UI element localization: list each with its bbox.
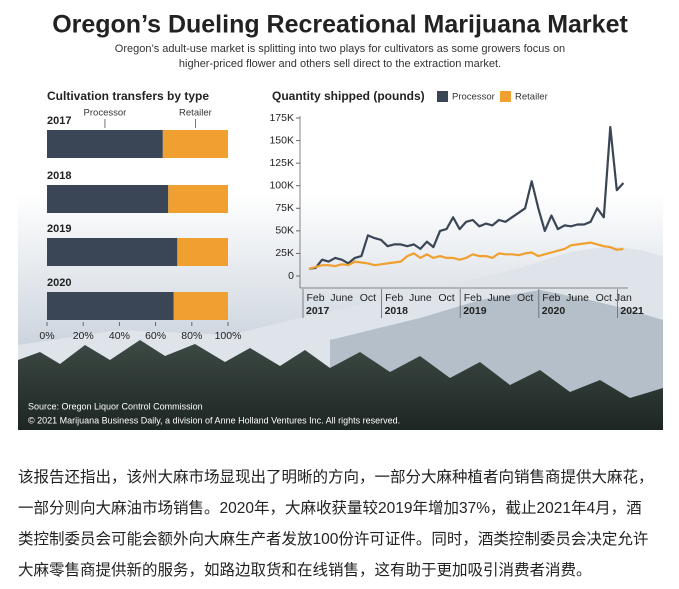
bar-segment: [168, 185, 228, 213]
bar-segment: [162, 130, 228, 158]
article: 该报告还指出，该州大麻市场显现出了明晰的方向，一部分大麻种植者向销售商提供大麻花…: [18, 462, 668, 586]
x-tick-label: Oct: [596, 292, 612, 304]
x-tick-label: Feb: [307, 292, 325, 304]
paragraph-line: 类控制委员会可能会额外向大麻生产者发放100份许可证件。同时，酒类控制委员会决定…: [18, 531, 649, 548]
subtitle: Oregon’s adult-use market is splitting i…: [115, 43, 565, 55]
title: Oregon’s Dueling Recreational Marijuana …: [52, 11, 628, 39]
year-label: 2017: [306, 305, 330, 317]
category-label: 2020: [47, 277, 71, 289]
chart-title: Quantity shipped (pounds): [272, 89, 425, 103]
x-tick-label: June: [566, 292, 589, 304]
y-tick-label: 75K: [275, 202, 294, 214]
y-tick-label: 25K: [275, 247, 294, 259]
legend-swatch: [437, 91, 448, 102]
bar-segment: [47, 185, 169, 213]
legend-label: Processor: [84, 108, 127, 119]
line-series: [308, 241, 624, 270]
x-tick-label: June: [409, 292, 432, 304]
paragraph-line: 该报告还指出，该州大麻市场显现出了明晰的方向，一部分大麻种植者向销售商提供大麻花…: [18, 469, 654, 486]
y-tick-label: 50K: [275, 225, 294, 237]
bar-segment: [173, 292, 228, 320]
x-tick-label: Oct: [517, 292, 533, 304]
category-label: 2018: [47, 170, 71, 182]
x-tick-label: 80%: [181, 330, 202, 342]
x-tick-label: Oct: [438, 292, 454, 304]
year-label: 2019: [463, 305, 487, 317]
year-label: 2020: [542, 305, 566, 317]
paragraph-line: 大麻零售商提供新的服务，如路边取货和在线销售，这有助于更加吸引消费者消费。: [18, 562, 592, 579]
copyright: © 2021 Marijuana Business Daily, a divis…: [28, 415, 400, 425]
y-tick-label: 150K: [269, 134, 294, 146]
bar-segment: [47, 292, 174, 320]
trees: [18, 340, 663, 430]
x-tick-label: Oct: [360, 292, 376, 304]
category-label: 2019: [47, 223, 71, 235]
y-tick-label: 125K: [269, 157, 294, 169]
year-label: 2018: [385, 305, 409, 317]
y-tick-label: 175K: [269, 112, 294, 124]
x-tick-label: 60%: [145, 330, 166, 342]
x-tick-label: Jan: [615, 292, 632, 304]
x-tick-label: Feb: [464, 292, 482, 304]
legend-label: Retailer: [515, 92, 548, 103]
x-tick-label: Feb: [385, 292, 403, 304]
legend-swatch: [500, 91, 511, 102]
y-tick-label: 100K: [269, 179, 294, 191]
legend-label: Retailer: [179, 108, 212, 119]
year-label: 2021: [620, 305, 644, 317]
source: Source: Oregon Liquor Control Commission: [28, 401, 203, 411]
line-series: [308, 125, 625, 270]
subtitle: higher-priced flower and others sell dir…: [179, 58, 501, 70]
x-tick-label: 0%: [39, 330, 54, 342]
bar-segment: [177, 238, 228, 266]
y-tick-label: 0: [288, 270, 294, 282]
category-label: 2017: [47, 115, 71, 127]
legend-label: Processor: [452, 92, 495, 103]
chart-title: Cultivation transfers by type: [47, 89, 209, 103]
x-tick-label: 20%: [73, 330, 94, 342]
bar-segment: [47, 238, 178, 266]
x-tick-label: 40%: [109, 330, 130, 342]
x-tick-label: June: [330, 292, 353, 304]
bar-segment: [47, 130, 163, 158]
infographic: Oregon’s Dueling Recreational Marijuana …: [18, 0, 663, 430]
paragraph-line: 一部分则向大麻油市场销售。2020年，大麻收获量较2019年增加37%，截止20…: [18, 500, 642, 517]
x-tick-label: 100%: [215, 330, 242, 342]
x-tick-label: Feb: [542, 292, 560, 304]
x-tick-label: June: [488, 292, 511, 304]
